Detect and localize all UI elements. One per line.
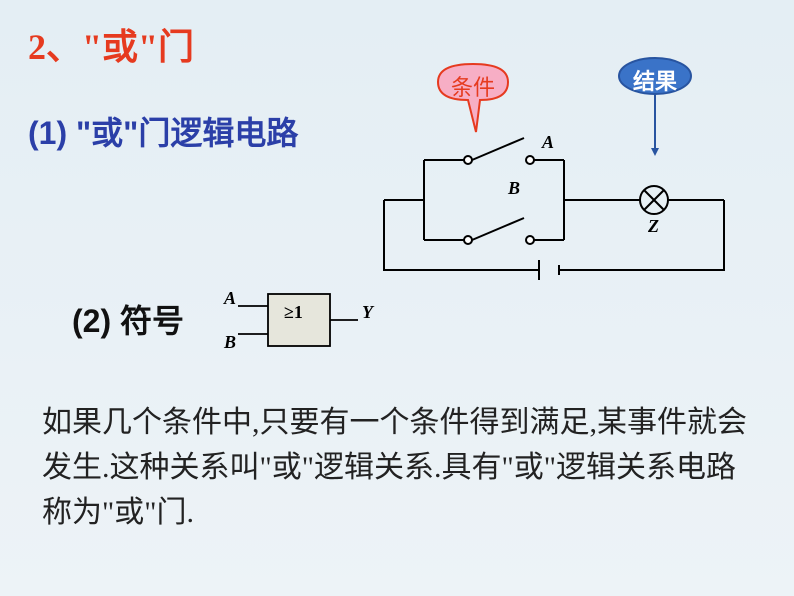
description-text: 如果几个条件中,只要有一个条件得到满足,某事件就会发生.这种关系叫"或"逻辑关系… xyxy=(42,400,754,535)
circuit-label-b: B xyxy=(508,178,520,199)
svg-text:≥1: ≥1 xyxy=(284,302,303,322)
symbol-label-a: A xyxy=(224,288,236,309)
circuit-label-z: Z xyxy=(648,216,659,237)
or-circuit-diagram: A B Z xyxy=(364,60,744,290)
subsection-2-title: (2) 符号 xyxy=(72,296,184,342)
circuit-label-a: A xyxy=(542,132,554,153)
section-title: 2、"或"门 xyxy=(28,18,194,70)
symbol-label-b: B xyxy=(224,332,236,353)
or-gate-symbol: ≥1 A B Y xyxy=(228,282,378,362)
subsection-1-title: (1) "或"门逻辑电路 xyxy=(28,108,298,154)
symbol-label-y: Y xyxy=(362,302,373,323)
